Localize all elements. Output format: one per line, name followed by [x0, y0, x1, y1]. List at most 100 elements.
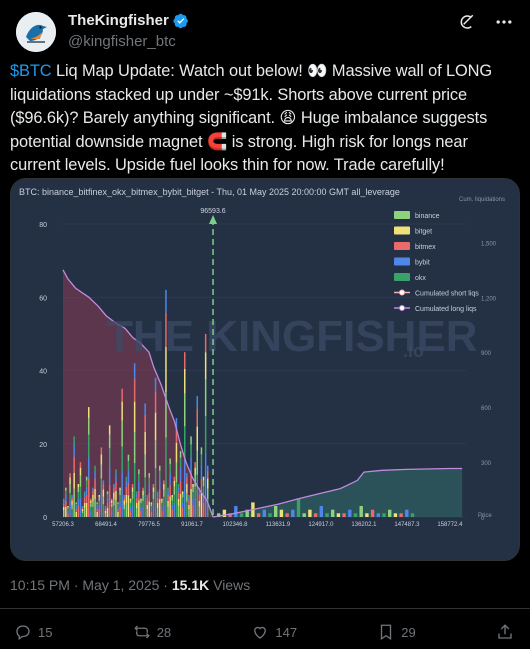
long-liq-bar	[131, 505, 134, 517]
long-liq-bar	[171, 504, 173, 510]
long-liq-bar	[161, 500, 163, 504]
long-liq-bar	[198, 495, 201, 501]
long-liq-bar	[65, 500, 67, 507]
long-liq-bar	[77, 505, 80, 517]
long-liq-bar	[125, 494, 128, 503]
long-liq-bar	[138, 469, 140, 475]
long-liq-bar	[161, 506, 163, 511]
x-axis-tick: 91061.7	[181, 522, 203, 528]
long-liq-bar	[175, 462, 178, 483]
long-liq-bar	[163, 504, 165, 517]
long-liq-bar	[171, 500, 173, 505]
bookmark-count: 29	[401, 624, 416, 640]
long-liq-bar	[65, 495, 67, 501]
long-liq-bar	[175, 418, 178, 428]
post-time[interactable]: 10:15 PM · May 1, 2025 ·	[10, 577, 172, 593]
right-axis-tick: 1,500	[481, 241, 497, 247]
long-liq-bar	[106, 491, 109, 494]
long-liq-bar	[179, 457, 182, 468]
long-liq-bar	[119, 506, 121, 517]
long-liq-bar	[92, 490, 94, 495]
long-liq-bar	[204, 452, 207, 517]
right-axis-tick: 600	[481, 406, 492, 412]
long-liq-bar	[119, 500, 121, 507]
long-liq-bar	[204, 416, 207, 453]
author-handle[interactable]: @kingfisher_btc	[68, 33, 176, 50]
cashtag-link[interactable]: $BTC	[10, 62, 52, 80]
long-liq-bar	[127, 454, 130, 461]
long-liq-bar	[179, 451, 182, 458]
short-liq-bar	[393, 513, 398, 517]
reply-button[interactable]: 15	[14, 623, 52, 641]
long-liq-bar	[106, 497, 109, 503]
bookmark-icon	[381, 624, 392, 641]
legend-marker	[399, 305, 405, 311]
grok-icon[interactable]	[456, 12, 476, 32]
long-liq-bar	[152, 505, 155, 517]
long-liq-bar	[196, 474, 198, 517]
long-liq-bar	[63, 506, 65, 511]
long-liq-area	[63, 269, 214, 517]
short-liq-bar	[285, 513, 289, 517]
short-liq-bar	[228, 513, 232, 517]
long-liq-bar	[108, 485, 111, 517]
author-display-name[interactable]: TheKingfisher	[68, 12, 169, 29]
long-liq-bar	[90, 503, 92, 507]
long-liq-bar	[188, 495, 190, 498]
long-liq-bar	[121, 420, 123, 447]
legend-swatch	[394, 226, 410, 235]
long-liq-bar	[71, 500, 73, 505]
long-liq-bar	[190, 472, 192, 489]
long-liq-bar	[69, 501, 71, 517]
long-liq-bar	[75, 503, 77, 506]
long-liq-bar	[148, 501, 150, 517]
long-liq-bar	[104, 507, 107, 509]
long-liq-bar	[177, 498, 180, 506]
long-liq-bar	[111, 506, 113, 511]
share-button[interactable]	[496, 623, 514, 641]
long-liq-bar	[152, 498, 155, 506]
long-liq-bar	[90, 498, 92, 501]
long-liq-bar	[85, 502, 88, 517]
long-liq-bar	[94, 465, 96, 471]
long-liq-bar	[96, 511, 98, 517]
long-liq-bar	[156, 493, 159, 498]
long-liq-bar	[204, 352, 207, 380]
repost-button[interactable]: 28	[133, 623, 171, 641]
long-liq-bar	[198, 506, 201, 517]
long-liq-bar	[65, 506, 67, 517]
bookmark-button[interactable]: 29	[377, 623, 416, 641]
long-liq-bar	[200, 478, 203, 493]
long-liq-bar	[140, 498, 142, 501]
long-liq-bar	[207, 488, 209, 500]
long-liq-bar	[167, 506, 169, 517]
long-liq-bar	[196, 408, 198, 427]
left-axis-tick: 80	[39, 222, 47, 229]
long-liq-bar	[169, 496, 171, 517]
long-liq-bar	[142, 506, 144, 517]
long-liq-bar	[142, 500, 144, 507]
short-liq-bar	[217, 513, 221, 517]
long-liq-bar	[148, 473, 150, 478]
long-liq-bar	[140, 503, 142, 507]
long-liq-bar	[121, 401, 123, 421]
long-liq-bar	[181, 508, 184, 517]
long-liq-bar	[207, 465, 209, 471]
long-liq-bar	[133, 401, 136, 433]
long-liq-bar	[146, 497, 148, 501]
long-liq-bar	[131, 492, 134, 499]
like-button[interactable]: 147	[251, 623, 297, 641]
long-liq-bar	[133, 363, 136, 379]
post-media-chart[interactable]: THE KINGFISHER .io 96593.6 BTC: binance_…	[10, 178, 520, 561]
long-liq-bar	[98, 500, 100, 505]
long-liq-bar	[100, 454, 103, 465]
more-icon[interactable]	[494, 12, 514, 32]
long-liq-bar	[190, 456, 192, 473]
long-liq-bar	[123, 497, 125, 501]
long-liq-bar	[79, 497, 82, 517]
long-liq-bar	[108, 434, 111, 449]
avatar[interactable]	[16, 12, 56, 52]
long-liq-bar	[94, 488, 96, 500]
long-liq-bar	[81, 513, 84, 517]
short-liq-bar	[256, 513, 261, 517]
